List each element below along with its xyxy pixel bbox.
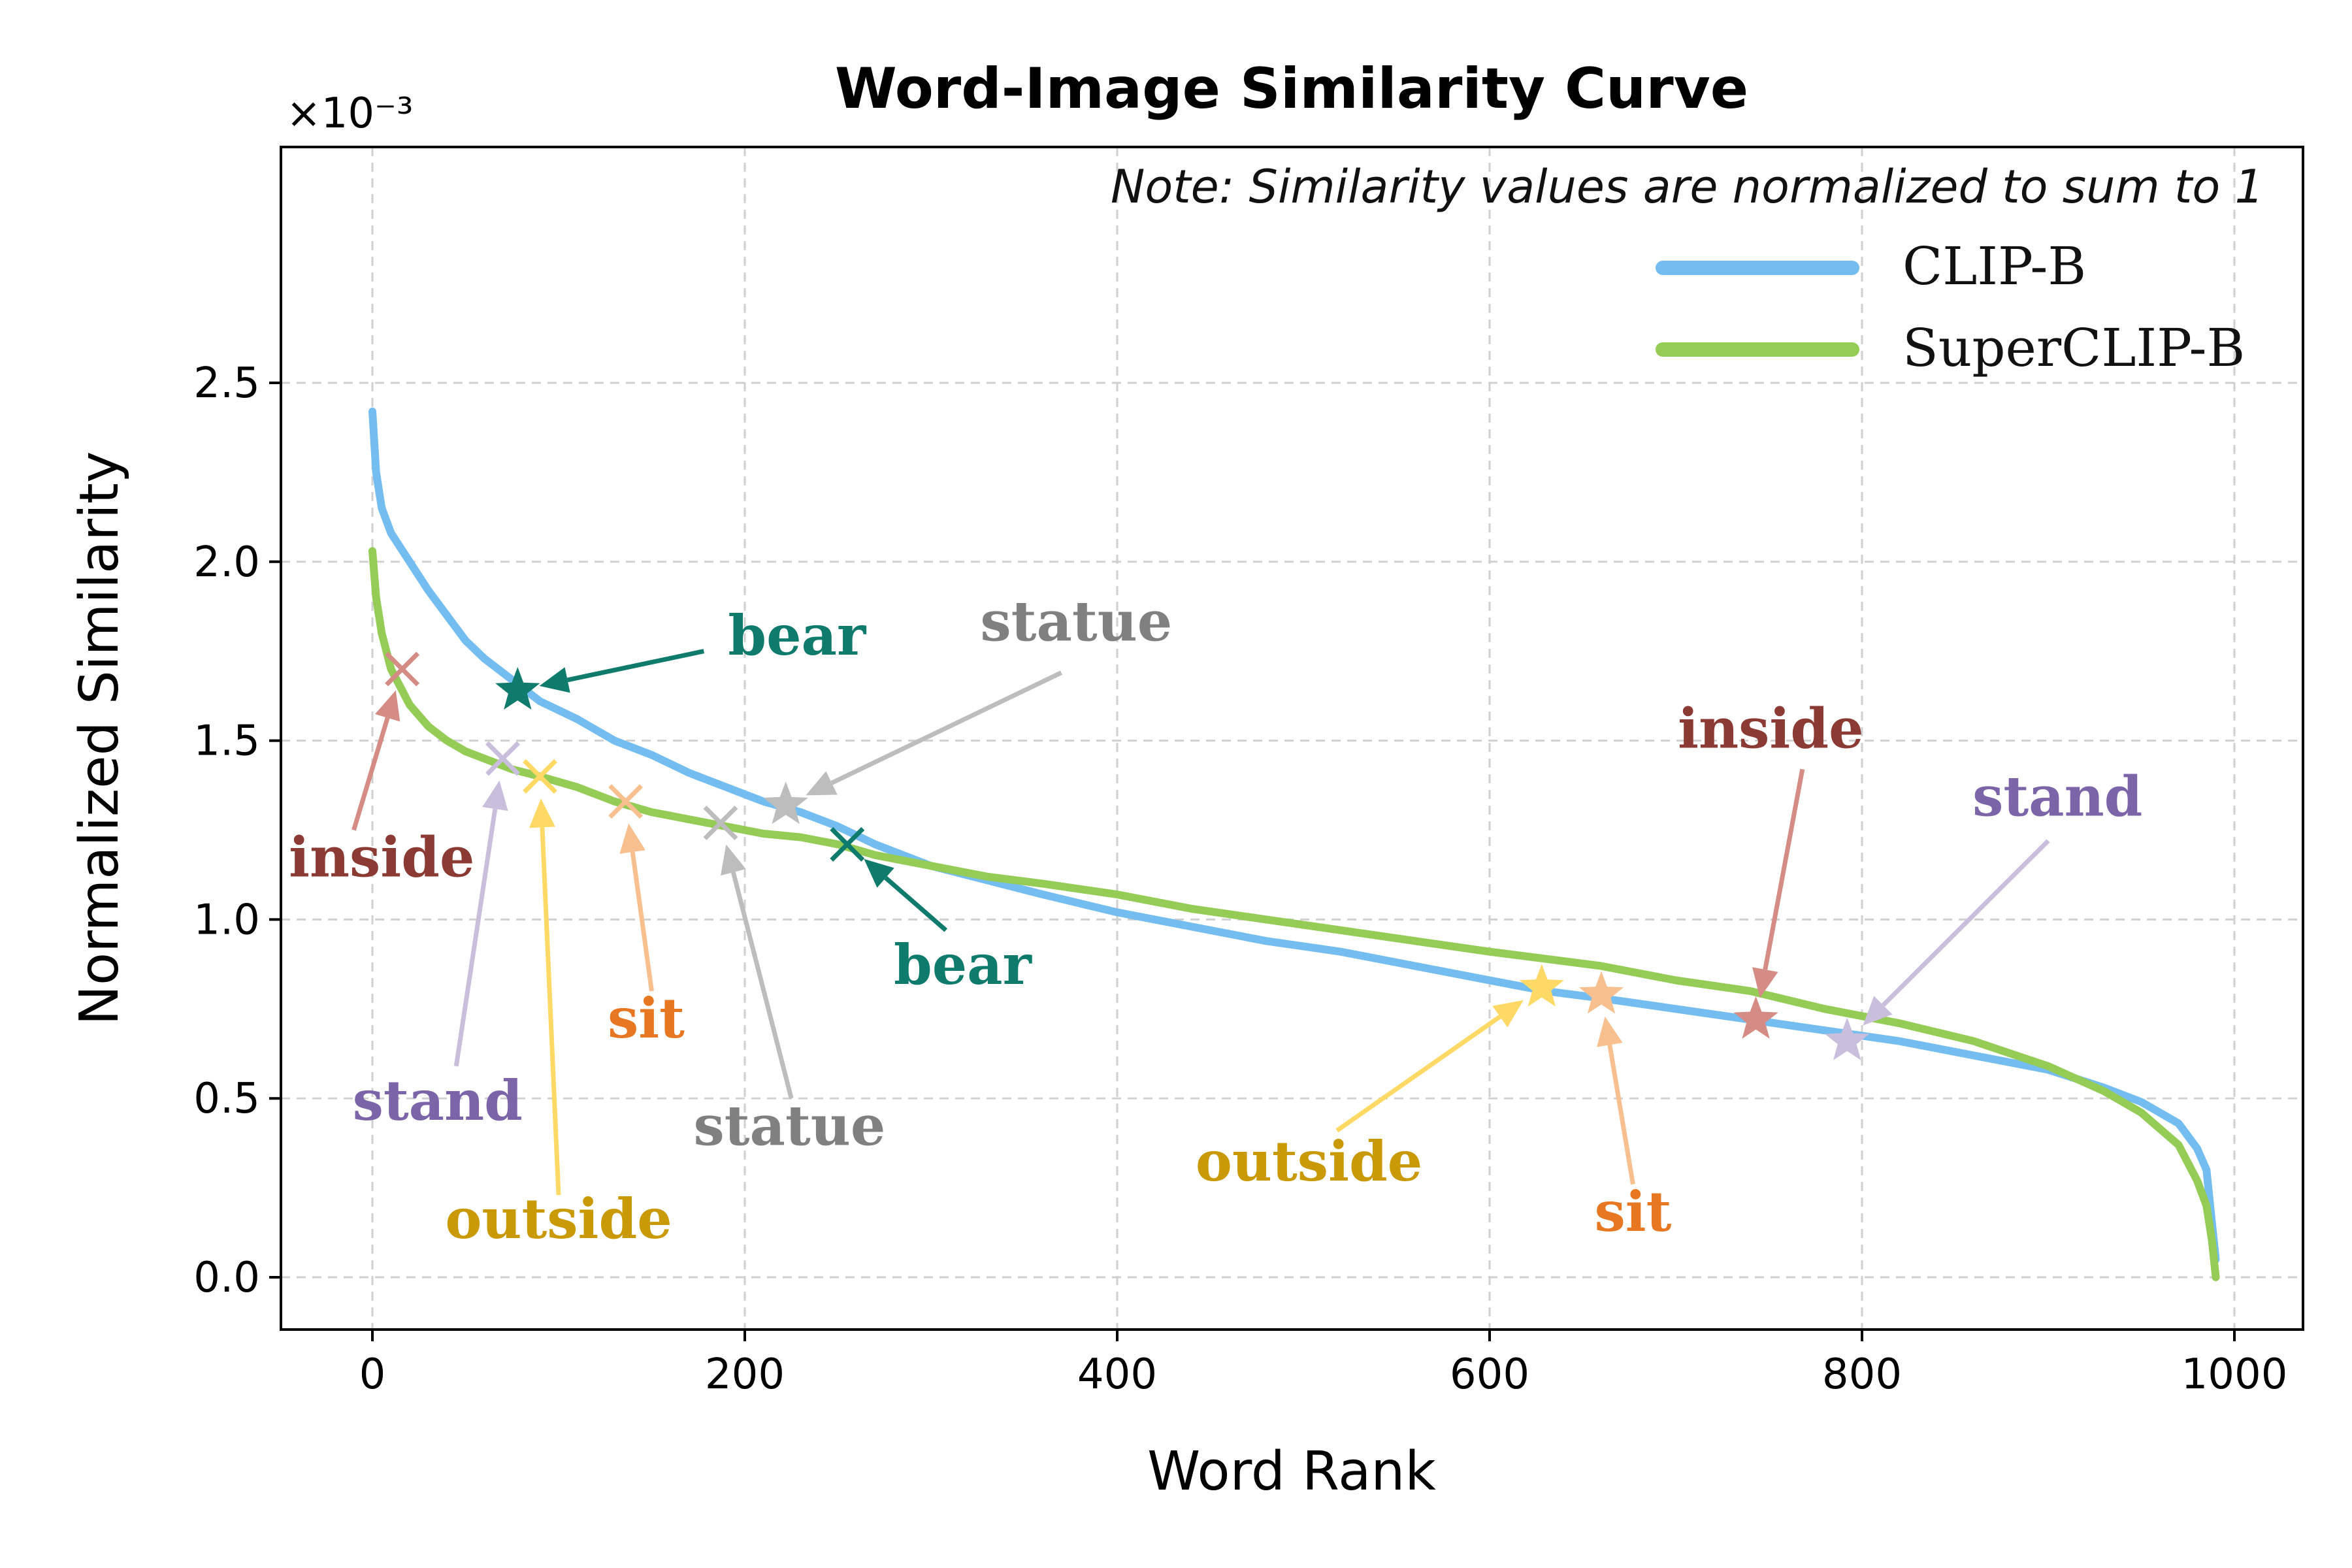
arrow-shaft-bear (566, 649, 705, 683)
axes: 0 200 400 600 800 1000 0.0 0.5 1.0 1.5 2.0 2.5 (193, 359, 2287, 1399)
x-marker-stand (485, 741, 520, 776)
arrow-head-inside (375, 690, 400, 722)
annotation-label-statue: statue (980, 589, 1172, 653)
x-tick-label: 400 (1077, 1350, 1157, 1399)
annotation-labels: bear statue outside sit inside stand inside sta… (289, 589, 2142, 1250)
annotation-label-bear: bear (728, 603, 867, 668)
annotation-label-bear: bear (894, 932, 1033, 997)
arrow-shaft-inside (1763, 768, 1805, 970)
legend: CLIP-B SuperCLIP-B (1656, 236, 2245, 378)
y-tick-label: 1.0 (193, 896, 260, 944)
legend-label-clip-b: CLIP-B (1903, 236, 2086, 297)
annotation-label-stand: stand (1972, 764, 2142, 829)
star-marker-statue (763, 781, 808, 825)
annotation-label-outside: outside (445, 1186, 672, 1251)
chart-note: Note: Similarity values are normalized t… (1111, 160, 2264, 214)
arrow-shaft-outside (1335, 1015, 1501, 1133)
x-tick-label: 1000 (2181, 1350, 2288, 1399)
y-tick-label: 2.5 (193, 359, 260, 408)
arrow-head-bear (864, 858, 894, 888)
arrow-shaft-statue (730, 872, 794, 1100)
legend-label-superclip-b: SuperCLIP-B (1903, 318, 2245, 378)
arrow-shaft-inside (351, 717, 390, 831)
series-line-superclip-b (368, 547, 2220, 1281)
arrow-head-stand (1863, 996, 1893, 1026)
arrow-shaft-sit (1607, 1044, 1635, 1185)
y-tick-label: 0.5 (193, 1075, 260, 1123)
arrow-head-outside (529, 798, 555, 828)
arrow-shaft-stand (453, 808, 498, 1067)
annotation-label-outside: outside (1196, 1129, 1422, 1194)
y-axis-title: Normalized Similarity (69, 451, 131, 1026)
x-tick-label: 600 (1450, 1350, 1529, 1399)
y-tick-label: 2.0 (193, 538, 260, 587)
star-marker-stand (1825, 1017, 1870, 1060)
arrow-head-bear (539, 667, 570, 693)
annotation-label-sit: sit (1594, 1179, 1671, 1244)
star-marker-sit (1578, 971, 1624, 1014)
annotation-arrows (351, 649, 2050, 1196)
arrow-shaft-statue (830, 670, 1063, 785)
x-marker-statue (703, 806, 738, 841)
x-axis-title: Word Rank (1147, 1441, 1436, 1503)
chart-title: Word-Image Similarity Curve (835, 56, 1748, 122)
star-marker-inside (1733, 996, 1778, 1039)
y-multiplier-label: ×10⁻³ (286, 90, 414, 138)
star-marker-outside (1519, 964, 1564, 1007)
series-line-clip-b (368, 407, 2220, 1264)
x-marker-outside (523, 759, 557, 794)
plot-frame (280, 146, 2304, 1331)
annotation-markers (385, 651, 1870, 1060)
y-tick-label: 0.0 (193, 1254, 260, 1302)
annotation-label-sit: sit (608, 986, 685, 1051)
arrow-head-statue (806, 771, 838, 796)
x-marker-bear (830, 826, 865, 862)
x-tick-label: 200 (705, 1350, 785, 1399)
x-marker-sit (608, 784, 644, 819)
x-tick-label: 0 (359, 1350, 386, 1399)
x-marker-inside (385, 651, 420, 687)
annotation-label-inside: inside (1678, 696, 1863, 761)
arrow-head-outside (1492, 1000, 1524, 1028)
star-marker-bear (495, 666, 540, 710)
arrow-head-statue (721, 844, 746, 876)
arrow-shaft-bear (884, 875, 948, 932)
arrow-shaft-stand (1881, 839, 2050, 1007)
x-tick-label: 800 (1822, 1350, 1902, 1399)
arrow-shaft-sit (630, 851, 654, 992)
annotation-label-inside: inside (289, 825, 474, 890)
arrow-head-inside (1752, 967, 1778, 998)
series-lines (368, 407, 2220, 1281)
annotation-label-statue: statue (693, 1093, 885, 1158)
arrow-head-stand (482, 780, 508, 811)
arrow-head-sit (1597, 1016, 1623, 1047)
arrow-shaft-outside (540, 827, 561, 1196)
annotation-label-stand: stand (353, 1068, 523, 1133)
arrow-head-sit (619, 823, 645, 854)
y-tick-label: 1.5 (193, 717, 260, 766)
